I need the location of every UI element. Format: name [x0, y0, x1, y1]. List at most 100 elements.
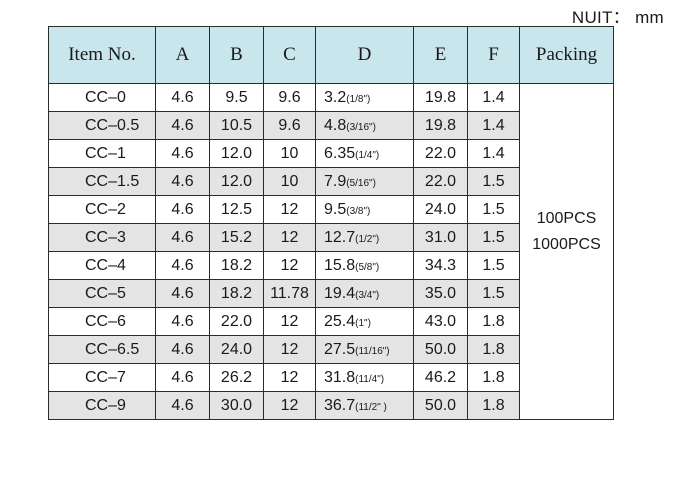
spec-table: Item No. A B C D E F Packing CC–0 4.6 9.5 9…: [48, 26, 614, 420]
item-cell: CC–2: [48, 195, 156, 224]
b-cell: 18.2: [209, 251, 264, 280]
d-value: 3.2: [324, 88, 347, 106]
header-e: E: [413, 26, 468, 84]
e-cell: 50.0: [413, 391, 468, 420]
a-cell: 4.6: [155, 279, 210, 308]
e-cell: 43.0: [413, 307, 468, 336]
c-cell: 11.78: [263, 279, 316, 308]
table-row: CC–6 4.6 22.0 12 25.4(1") 43.0 1.8: [48, 307, 614, 336]
d-cell: 12.7(1/2"): [315, 223, 414, 252]
item-cell: CC–9: [48, 391, 156, 420]
a-cell: 4.6: [155, 307, 210, 336]
table-row: CC–9 4.6 30.0 12 36.7(11/2" ) 50.0 1.8: [48, 391, 614, 420]
d-inch-fraction: (11/2" ): [355, 401, 387, 413]
d-inch-fraction: (1/4"): [355, 149, 380, 161]
d-value: 4.8: [324, 116, 347, 134]
unit-label: NUIT： mm: [571, 8, 664, 27]
header-a: A: [155, 26, 210, 84]
e-cell: 22.0: [413, 167, 468, 196]
d-cell: 36.7(11/2" ): [315, 391, 414, 420]
table-row: CC–0.5 4.6 10.5 9.6 4.8(3/16") 19.8 1.4: [48, 111, 614, 140]
a-cell: 4.6: [155, 335, 210, 364]
packing-cell: 100PCS 1000PCS: [519, 83, 614, 420]
header-b: B: [209, 26, 264, 84]
f-cell: 1.5: [467, 251, 520, 280]
e-cell: 50.0: [413, 335, 468, 364]
a-cell: 4.6: [155, 139, 210, 168]
d-value: 12.7: [324, 228, 356, 246]
f-cell: 1.8: [467, 307, 520, 336]
d-inch-fraction: (11/16"): [355, 345, 390, 357]
d-value: 19.4: [324, 284, 356, 302]
c-cell: 12: [263, 195, 316, 224]
e-cell: 31.0: [413, 223, 468, 252]
d-value: 9.5: [324, 200, 347, 218]
header-packing: Packing: [519, 26, 614, 84]
f-cell: 1.5: [467, 167, 520, 196]
c-cell: 12: [263, 223, 316, 252]
item-cell: CC–3: [48, 223, 156, 252]
d-inch-fraction: (1/2"): [355, 233, 380, 245]
b-cell: 12.0: [209, 139, 264, 168]
table-row: CC–0 4.6 9.5 9.6 3.2(1/8") 19.8 1.4 100PCS 1000P…: [48, 83, 614, 420]
a-cell: 4.6: [155, 83, 210, 112]
d-cell: 27.5(11/16"): [315, 335, 414, 364]
e-cell: 24.0: [413, 195, 468, 224]
c-cell: 12: [263, 251, 316, 280]
header-f: F: [467, 26, 520, 84]
c-cell: 9.6: [263, 111, 316, 140]
e-cell: 19.8: [413, 111, 468, 140]
d-cell: 9.5(3/8"): [315, 195, 414, 224]
c-cell: 12: [263, 391, 316, 420]
d-inch-fraction: (3/4"): [355, 289, 380, 301]
table-row: CC–2 4.6 12.5 12 9.5(3/8") 24.0 1.5: [48, 195, 614, 224]
d-value: 31.8: [324, 368, 356, 386]
a-cell: 4.6: [155, 111, 210, 140]
item-cell: CC–7: [48, 363, 156, 392]
b-cell: 18.2: [209, 279, 264, 308]
c-cell: 12: [263, 307, 316, 336]
f-cell: 1.5: [467, 279, 520, 308]
table-body: CC–0 4.6 9.5 9.6 3.2(1/8") 19.8 1.4 100PCS 1000P…: [48, 83, 614, 420]
header-item-no: Item No.: [48, 26, 156, 84]
d-cell: 4.8(3/16"): [315, 111, 414, 140]
header-d: D: [315, 26, 414, 84]
a-cell: 4.6: [155, 195, 210, 224]
e-cell: 46.2: [413, 363, 468, 392]
packing-option: 100PCS: [536, 210, 597, 227]
table-row: CC–1.5 4.6 12.0 10 7.9(5/16") 22.0 1.5: [48, 167, 614, 196]
item-cell: CC–6: [48, 307, 156, 336]
d-value: 7.9: [324, 172, 347, 190]
a-cell: 4.6: [155, 167, 210, 196]
a-cell: 4.6: [155, 251, 210, 280]
header-c: C: [263, 26, 316, 84]
b-cell: 26.2: [209, 363, 264, 392]
d-cell: 7.9(5/16"): [315, 167, 414, 196]
c-cell: 9.6: [263, 83, 316, 112]
d-inch-fraction: (3/16"): [346, 121, 376, 133]
d-cell: 3.2(1/8"): [315, 83, 414, 112]
d-cell: 31.8(11/4"): [315, 363, 414, 392]
f-cell: 1.4: [467, 111, 520, 140]
a-cell: 4.6: [155, 391, 210, 420]
d-inch-fraction: (5/8"): [355, 261, 380, 273]
d-cell: 19.4(3/4"): [315, 279, 414, 308]
d-inch-fraction: (11/4"): [355, 373, 385, 385]
b-cell: 15.2: [209, 223, 264, 252]
d-inch-fraction: (5/16"): [346, 177, 376, 189]
e-cell: 22.0: [413, 139, 468, 168]
d-value: 6.35: [324, 144, 356, 162]
item-cell: CC–5: [48, 279, 156, 308]
d-inch-fraction: (1/8"): [346, 93, 371, 105]
table-row: CC–5 4.6 18.2 11.78 19.4(3/4") 35.0 1.5: [48, 279, 614, 308]
b-cell: 12.0: [209, 167, 264, 196]
packing-option: 1000PCS: [532, 236, 601, 253]
b-cell: 9.5: [209, 83, 264, 112]
e-cell: 34.3: [413, 251, 468, 280]
c-cell: 12: [263, 363, 316, 392]
e-cell: 35.0: [413, 279, 468, 308]
f-cell: 1.8: [467, 335, 520, 364]
item-cell: CC–1: [48, 139, 156, 168]
table-row: CC–4 4.6 18.2 12 15.8(5/8") 34.3 1.5: [48, 251, 614, 280]
d-value: 36.7: [324, 396, 356, 414]
